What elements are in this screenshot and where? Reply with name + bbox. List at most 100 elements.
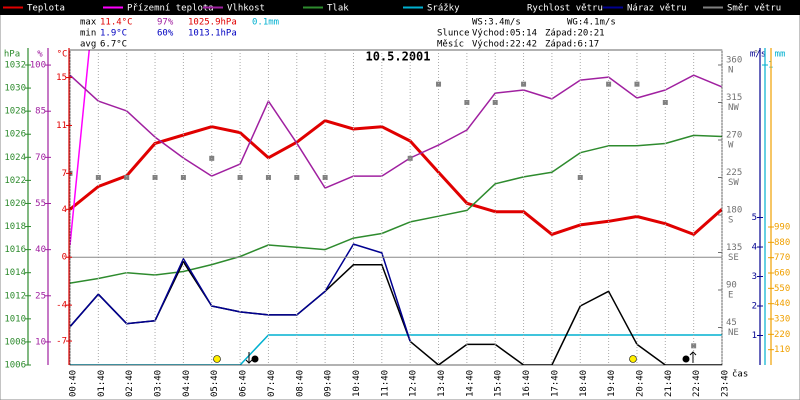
y-tick-label: 180 (726, 206, 742, 216)
stat-text: 1025.9hPa (188, 18, 237, 28)
y-tick-label: 3 (752, 272, 757, 282)
x-tick-label: 08:40 (295, 370, 305, 397)
y-tick-label: 1010 (4, 314, 26, 324)
moon-icon (682, 355, 690, 363)
y-tick-label: 25 (35, 291, 46, 301)
y-tick-label: 360 (726, 56, 742, 66)
wind-info: WS:3.4m/s (472, 18, 521, 28)
y-tick-label: 110 (774, 345, 790, 355)
direction-marker (152, 175, 158, 180)
y-tick-label: 330 (774, 315, 790, 325)
direction-marker (634, 81, 640, 87)
direction-marker (237, 175, 243, 180)
y-tick-label: 135 (726, 243, 742, 253)
legend-label: Přízemní teplota (127, 4, 214, 14)
y-tick-label: 220 (774, 330, 790, 340)
chart-title: 10.5.2001 (365, 50, 430, 64)
y-tick-label: 11 (56, 121, 67, 131)
stat-text: 60% (157, 29, 174, 39)
y-tick-label: 1026 (4, 130, 26, 140)
y-tick-label: 660 (774, 269, 790, 279)
direction-marker (492, 100, 498, 105)
legend-label: Srážky (427, 4, 460, 14)
y-tick-label: 1032 (4, 61, 26, 71)
rise-arrow (689, 351, 697, 363)
stat-text: 0.1mm (252, 18, 279, 28)
y-tick-label: 10 (35, 337, 46, 347)
y-tick-label: 40 (35, 245, 46, 255)
series-line (70, 74, 722, 189)
axis-unit: hPa (4, 50, 20, 60)
y-tick-label: 7 (62, 169, 67, 179)
y-tick-label: 1028 (4, 107, 26, 117)
x-tick-label: 00:40 (69, 370, 79, 397)
y-tick-label: 225 (726, 168, 742, 178)
direction-marker (265, 175, 271, 180)
sunset-icon (629, 355, 637, 363)
direction-marker (436, 81, 442, 87)
y-tick-label: 100 (30, 61, 46, 71)
series-line (70, 119, 722, 236)
y-tick-label: 1012 (4, 291, 26, 301)
x-tick-label: 15:40 (494, 370, 504, 397)
x-tick-label: 17:40 (550, 370, 560, 397)
direction-marker (606, 81, 612, 87)
x-tick-label: 04:40 (182, 370, 192, 397)
sunrise-icon (213, 355, 221, 363)
y-tick-label: 315 (726, 93, 742, 103)
legend-label: Tlak (327, 4, 349, 14)
y-tick-label: 85 (35, 107, 46, 117)
x-tick-label: 14:40 (465, 370, 475, 397)
x-tick-label: 16:40 (522, 370, 532, 397)
direction-marker (521, 81, 527, 87)
y-tick-label: 1020 (4, 199, 26, 209)
x-tick-label: 06:40 (239, 370, 249, 397)
x-tick-label: 23:40 (721, 370, 731, 397)
axis-unit: °C (57, 50, 68, 60)
y-tick-label: 270 (726, 131, 742, 141)
series-line (70, 334, 722, 365)
x-tick-label: 20:40 (635, 370, 645, 397)
direction-marker (294, 175, 300, 180)
x-tick-label: 19:40 (607, 370, 617, 397)
direction-marker (577, 175, 583, 180)
y-tick-label: 90 (726, 281, 737, 291)
y-tick-label: 440 (774, 299, 790, 309)
y-tick-label: 1 (752, 331, 757, 341)
x-tick-label: 18:40 (579, 370, 589, 397)
y-tick-label: 1022 (4, 176, 26, 186)
sun-info: Západ:20:21 (545, 29, 605, 39)
legend-label: Náraz větru (627, 4, 687, 14)
y-tick-label: NE (728, 328, 739, 338)
x-tick-label: 21:40 (664, 370, 674, 397)
stat-text: min (80, 29, 96, 39)
stat-text: 1.9°C (100, 29, 127, 39)
moon-info: Západ:6:17 (545, 40, 599, 50)
stat-text: 97% (157, 18, 174, 28)
y-tick-label: 1030 (4, 84, 26, 94)
y-tick-label: 550 (774, 284, 790, 294)
x-axis-label: čas (732, 369, 748, 380)
direction-marker (95, 175, 101, 180)
y-tick-label: S (728, 216, 733, 226)
direction-marker (180, 175, 186, 180)
y-tick-label: 880 (774, 238, 790, 248)
plot-frame (69, 49, 723, 366)
legend-label: Směr větru (727, 4, 781, 14)
y-tick-label: 2 (752, 302, 757, 312)
direction-marker (124, 175, 130, 180)
y-tick-label: SW (728, 178, 739, 188)
y-tick-label: 45 (726, 318, 737, 328)
y-tick-label: 4 (752, 243, 757, 253)
legend-label: Vlhkost (227, 4, 265, 14)
x-tick-label: 07:40 (267, 370, 277, 397)
x-tick-label: 03:40 (154, 370, 164, 397)
y-tick-label: 0 (62, 253, 67, 263)
axis-unit: m/s (750, 50, 766, 60)
y-tick-label: 1018 (4, 222, 26, 232)
legend-label: Rychlost větru (527, 4, 603, 14)
x-tick-label: 12:40 (409, 370, 419, 397)
stat-text: 11.4°C (100, 18, 133, 28)
